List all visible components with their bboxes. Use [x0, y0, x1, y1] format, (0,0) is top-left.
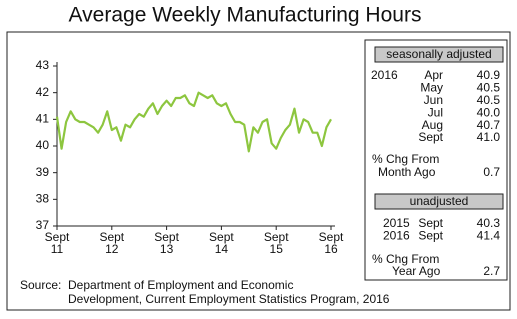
- panel-year: 2016: [383, 229, 410, 243]
- panel-value: 40.0: [477, 105, 501, 119]
- panel-value: 40.7: [477, 118, 501, 132]
- panel-header-bg: [374, 46, 504, 63]
- panel-chg-label: % Chg From: [372, 152, 439, 166]
- panel-value: 41.4: [477, 229, 501, 243]
- panel-value: 41.0: [477, 130, 501, 144]
- source-text: Department of Employment and Economic: [68, 278, 293, 292]
- y-tick-label: 38: [36, 192, 50, 206]
- chart-title: Average Weekly Manufacturing Hours: [69, 4, 422, 27]
- panel-chg-label: % Chg From: [372, 252, 439, 266]
- y-tick-label: 43: [36, 58, 50, 72]
- x-tick-label: Sept 12: [99, 230, 124, 256]
- source-label: Source:: [20, 278, 61, 292]
- x-tick-label: Sept 13: [154, 230, 179, 256]
- panel-chg-label: Year Ago: [392, 264, 441, 278]
- y-tick-label: 37: [36, 218, 50, 232]
- panel-chg-value: 0.7: [483, 165, 500, 179]
- panel-chg-value: 2.7: [483, 264, 500, 278]
- x-tick-label: Sept 14: [209, 230, 234, 256]
- source-text: Development, Current Employment Statisti…: [68, 292, 390, 306]
- panel-year: 2016: [371, 68, 398, 82]
- x-tick-label: Sept 15: [264, 230, 289, 256]
- y-tick-label: 41: [36, 112, 50, 126]
- panel-chg-label: Month Ago: [378, 165, 436, 179]
- panel-month: May: [420, 81, 443, 95]
- panel-value: 40.5: [477, 93, 501, 107]
- panel-value: 40.3: [477, 216, 501, 230]
- frame: [6, 31, 511, 311]
- panel-month: Sept: [418, 229, 443, 243]
- y-tick-label: 40: [36, 138, 50, 152]
- y-tick-label: 42: [36, 85, 50, 99]
- panel-header: unadjusted: [410, 194, 469, 208]
- data-line: [55, 91, 332, 153]
- x-tick-label: Sept 11: [45, 230, 70, 256]
- panel-year: 2015: [383, 216, 410, 230]
- y-tick-label: 39: [36, 165, 50, 179]
- panel-month: Sept: [418, 130, 443, 144]
- panel-value: 40.5: [477, 81, 501, 95]
- panel-value: 40.9: [477, 68, 501, 82]
- panel-header-bg: [374, 193, 504, 210]
- panel-month: Apr: [424, 68, 443, 82]
- panel-month: Jul: [428, 105, 443, 119]
- panel-month: Jun: [424, 93, 443, 107]
- x-tick-label: Sept 16: [319, 230, 344, 256]
- panel-box: [364, 39, 508, 281]
- panel-month: Aug: [422, 118, 443, 132]
- panel-header: seasonally adjusted: [386, 47, 491, 61]
- panel-month: Sept: [418, 216, 443, 230]
